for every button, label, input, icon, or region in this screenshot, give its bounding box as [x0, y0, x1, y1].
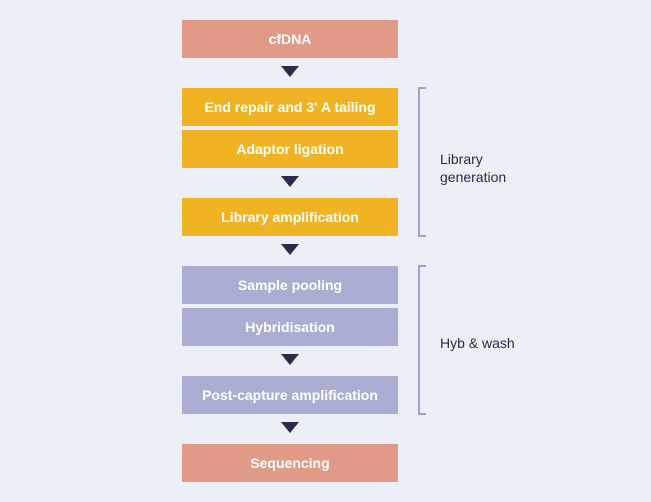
box-pool: Sample pooling [182, 266, 398, 304]
arrow-3-icon [281, 244, 299, 255]
arrow-2-icon [281, 176, 299, 187]
box-postcap: Post-capture amplification [182, 376, 398, 414]
box-hyb: Hybridisation [182, 308, 398, 346]
box-adaptor: Adaptor ligation [182, 130, 398, 168]
label-hyb-wash: Hyb & wash [440, 334, 515, 352]
box-cfdna: cfDNA [182, 20, 398, 58]
flowchart-canvas: cfDNA End repair and 3' A tailing Adapto… [0, 0, 651, 502]
label-library-generation: Librarygeneration [440, 150, 506, 186]
bracket-library-generation [418, 88, 420, 236]
box-cfdna-label: cfDNA [269, 31, 312, 47]
box-postcap-label: Post-capture amplification [202, 387, 378, 403]
arrow-1-icon [281, 66, 299, 77]
box-adaptor-label: Adaptor ligation [236, 141, 343, 157]
box-seq: Sequencing [182, 444, 398, 482]
box-pool-label: Sample pooling [238, 277, 342, 293]
box-end-repair: End repair and 3' A tailing [182, 88, 398, 126]
box-lib-amp-label: Library amplification [221, 209, 359, 225]
arrow-4-icon [281, 354, 299, 365]
box-lib-amp: Library amplification [182, 198, 398, 236]
box-seq-label: Sequencing [250, 455, 329, 471]
box-hyb-label: Hybridisation [245, 319, 334, 335]
bracket-hyb-wash [418, 266, 420, 414]
box-end-repair-label: End repair and 3' A tailing [204, 99, 375, 115]
arrow-5-icon [281, 422, 299, 433]
